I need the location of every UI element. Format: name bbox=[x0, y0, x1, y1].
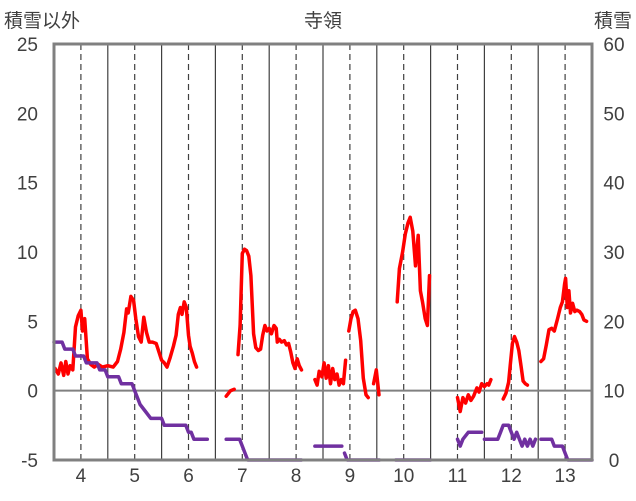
series-red-line bbox=[53, 294, 199, 378]
series-red-line bbox=[371, 368, 381, 397]
y-left-tick-label: 15 bbox=[17, 174, 38, 195]
y-right-tick-label: 40 bbox=[603, 174, 624, 195]
series-purple-line bbox=[52, 340, 210, 441]
series-purple-line bbox=[224, 437, 304, 462]
x-tick-label: 9 bbox=[345, 466, 356, 487]
x-tick-label: 10 bbox=[393, 466, 414, 487]
series-red-line bbox=[455, 377, 493, 414]
series-purple-line bbox=[455, 430, 484, 448]
series-purple-line bbox=[482, 423, 538, 448]
grid-lines bbox=[54, 44, 592, 460]
series-purple-line bbox=[539, 437, 594, 462]
y-left-tick-label: 25 bbox=[17, 35, 38, 56]
x-tick-label: 7 bbox=[237, 466, 248, 487]
chart-title: 寺領 bbox=[304, 10, 342, 32]
x-tick-label: 6 bbox=[183, 466, 194, 487]
y-axis-left-label: 積雪以外 bbox=[4, 10, 80, 32]
series-red-line bbox=[501, 334, 530, 401]
x-tick-label: 11 bbox=[448, 466, 468, 487]
series-red-line bbox=[347, 308, 370, 400]
series-red-line bbox=[395, 215, 432, 328]
y-left-tick-label: -5 bbox=[21, 451, 38, 472]
y-right-tick-label: 50 bbox=[603, 104, 624, 125]
x-tick-label: 8 bbox=[291, 466, 302, 487]
y-left-tick-label: 20 bbox=[17, 104, 38, 125]
y-right-tick-label: 30 bbox=[603, 243, 624, 264]
y-right-tick-label: 20 bbox=[603, 312, 624, 333]
series-red-line bbox=[224, 387, 236, 398]
series-red-line bbox=[313, 358, 348, 387]
y-right-tick-label: 60 bbox=[603, 35, 624, 56]
tick-labels: 4 5 6 7 8 9 10 11 12 13 -5 0 5 10 15 20 25 0 10 20 30 40 50 60 bbox=[17, 35, 625, 487]
series-red-line bbox=[236, 247, 304, 372]
x-tick-label: 5 bbox=[129, 466, 140, 487]
y-right-tick-label: 0 bbox=[609, 451, 620, 472]
series-red-line bbox=[539, 276, 589, 364]
y-left-tick-label: 5 bbox=[27, 312, 38, 333]
y-left-tick-label: 0 bbox=[27, 382, 38, 403]
y-right-tick-label: 10 bbox=[603, 382, 624, 403]
y-left-tick-label: 10 bbox=[17, 243, 38, 264]
y-axis-right-label: 積雪 bbox=[594, 10, 632, 32]
x-tick-label: 13 bbox=[555, 466, 576, 487]
x-tick-label: 12 bbox=[501, 466, 522, 487]
x-tick-label: 4 bbox=[76, 466, 87, 487]
plot-frame bbox=[52, 42, 594, 462]
